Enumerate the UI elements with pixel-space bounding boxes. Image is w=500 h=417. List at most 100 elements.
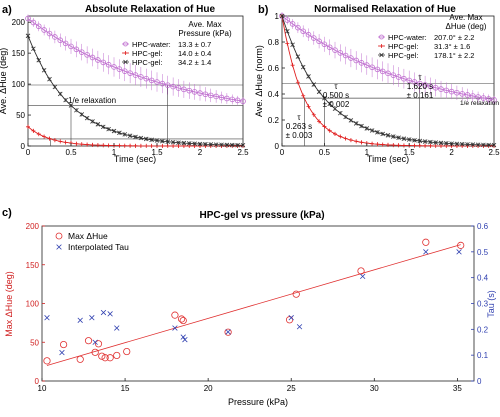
- tau-error-2: ± 0.002: [323, 100, 350, 109]
- legend-marker: [123, 59, 128, 65]
- series-point-1: [427, 83, 434, 90]
- hue-point: [457, 241, 465, 249]
- series-point-3: [127, 133, 133, 139]
- x-tick-label: 10: [38, 384, 47, 393]
- y-tick-label: 0: [21, 142, 26, 151]
- series-point-1: [379, 68, 386, 75]
- series-point-1: [105, 61, 112, 68]
- x-tick-label: 0: [26, 148, 31, 157]
- series-point-1: [25, 15, 31, 22]
- series-point-2: [117, 143, 122, 148]
- series-point-1: [57, 37, 64, 44]
- series-point-3: [74, 107, 79, 113]
- series-point-3: [444, 141, 449, 146]
- panel-a-legend-label-2: HPC-gel:: [132, 49, 162, 58]
- left-tick-label: 100: [26, 300, 40, 309]
- legend-marker: [123, 41, 128, 47]
- series-point-2: [26, 124, 30, 129]
- series-point-1: [73, 46, 80, 53]
- series-point-1: [485, 96, 492, 102]
- tau-point: [423, 249, 429, 255]
- panel-a-legend-title-2: Pressure (kPa): [178, 29, 232, 38]
- series-point-3: [57, 91, 63, 97]
- series-point-1: [213, 93, 219, 100]
- left-tick-label: 50: [30, 338, 39, 347]
- series-point-1: [46, 30, 53, 37]
- series-point-3: [396, 135, 401, 140]
- panel-b-legend: Ave. Max ΔHue (deg) HPC-water: 207.0° ± …: [388, 13, 487, 60]
- panel-c-title: HPC-gel vs pressure (kPa): [199, 210, 324, 221]
- series-point-3: [338, 110, 343, 116]
- series-point-1: [52, 34, 58, 40]
- panel-b-legend-title-2: ΔHue (deg): [446, 22, 487, 31]
- series-point-1: [132, 72, 139, 78]
- series-point-3: [412, 138, 417, 143]
- series-point-1: [305, 31, 312, 38]
- series-point-1: [321, 41, 328, 48]
- series-point-1: [100, 59, 107, 66]
- series-point-1: [310, 35, 317, 41]
- series-point-2: [74, 141, 79, 146]
- tau-point: [172, 325, 178, 331]
- panel-c: c) HPC-gel vs pressure (kPa) 10 15 20 25 30 3…: [2, 207, 496, 407]
- series-point-3: [149, 137, 154, 143]
- x-tick-label: 30: [370, 384, 379, 393]
- tau-point: [114, 325, 120, 331]
- series-point-1: [284, 17, 291, 23]
- series-point-1: [84, 52, 90, 58]
- series-point-2: [47, 136, 52, 141]
- fit-line: [46, 244, 461, 366]
- panel-c-x-label: Pressure (kPa): [228, 397, 288, 407]
- tau-symbol-1: τ: [297, 113, 301, 122]
- x-tick-label: 2.5: [237, 148, 249, 157]
- series-point-1: [369, 64, 375, 71]
- series-point-3: [31, 46, 36, 52]
- panel-a-x-label: Time (sec): [114, 154, 156, 164]
- hue-point: [123, 347, 131, 356]
- y-tick-label: 0.6: [268, 64, 280, 73]
- series-point-2: [311, 112, 316, 117]
- series-point-3: [224, 142, 230, 148]
- series-point-2: [417, 143, 422, 148]
- tau-symbol-2: τ: [334, 82, 338, 91]
- series-point-1: [154, 79, 160, 85]
- tau-symbol-3: τ: [418, 73, 422, 82]
- series-point-3: [213, 142, 219, 147]
- panel-b-tau-labels: τ 0.263 s ± 0.003 τ 0.500 s ± 0.002 τ 1.…: [286, 73, 434, 140]
- panel-b-legend-label-2: HPC-gel:: [388, 42, 418, 51]
- legend-marker: [379, 34, 384, 40]
- series-point-2: [171, 143, 176, 148]
- series-point-2: [359, 140, 364, 145]
- series-point-1: [406, 77, 413, 84]
- series-point-1: [348, 55, 354, 61]
- tau-error-1: ± 0.003: [286, 131, 313, 140]
- series-point-3: [369, 128, 375, 133]
- series-point-2: [63, 140, 68, 145]
- legend-marker-hue: [55, 232, 63, 240]
- hue-point: [59, 340, 68, 349]
- series-point-2: [386, 142, 390, 147]
- x-tick-label: 1: [365, 148, 370, 157]
- series-point-1: [164, 82, 171, 88]
- x-tick-label: 20: [204, 384, 213, 393]
- series-point-1: [438, 86, 444, 92]
- legend-marker: [123, 51, 128, 55]
- series-point-1: [186, 87, 193, 94]
- series-point-3: [348, 118, 354, 123]
- series-point-3: [219, 142, 224, 148]
- series-point-2: [295, 80, 300, 85]
- panel-c-left-y-label: Max ΔHue (deg): [4, 271, 14, 337]
- hue-point: [113, 351, 121, 360]
- x-tick-label: 0: [280, 148, 285, 157]
- series-point-3: [454, 141, 460, 147]
- legend-marker-tau: [56, 244, 62, 250]
- panel-b-legend-value-3: 178.1° ± 2.2: [434, 51, 474, 60]
- series-point-3: [165, 139, 171, 145]
- series-point-3: [459, 141, 465, 147]
- series-point-3: [306, 74, 311, 79]
- right-tick-label: 0.2: [477, 325, 489, 334]
- series-point-3: [290, 42, 295, 48]
- series-point-2: [338, 134, 343, 139]
- series-point-1: [207, 92, 214, 99]
